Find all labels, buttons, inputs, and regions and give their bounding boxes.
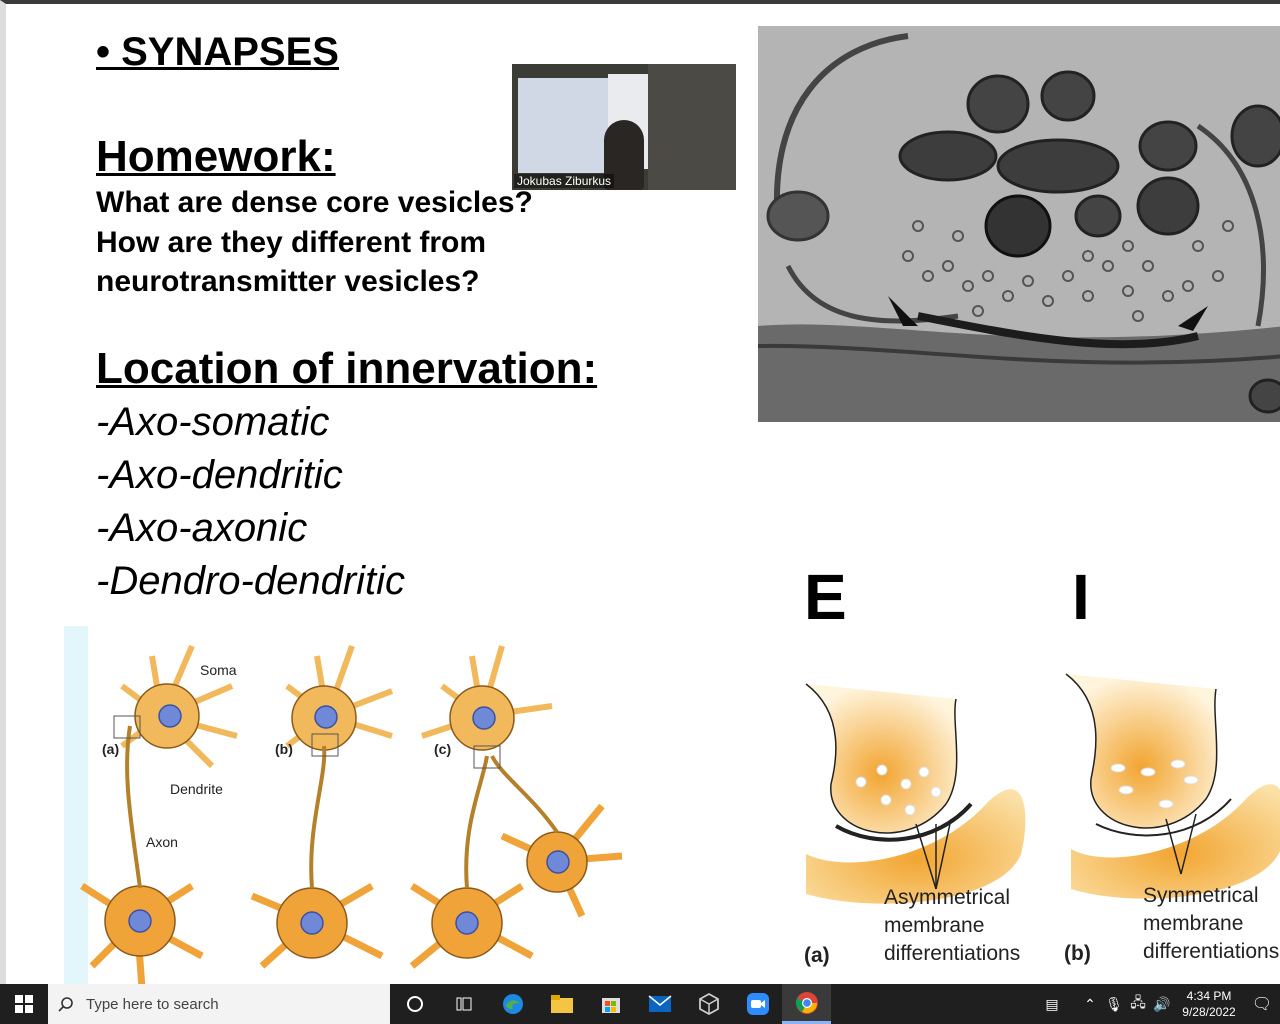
dev-app-button[interactable] <box>684 984 733 1024</box>
windows-icon <box>15 995 33 1013</box>
zoom-icon <box>746 993 769 1015</box>
excitatory-label: E <box>804 561 847 633</box>
axon-label: Axon <box>146 834 178 850</box>
homework-line: neurotransmitter vesicles? <box>96 265 480 298</box>
cube-icon <box>698 993 719 1015</box>
soma-label: Soma <box>200 662 237 678</box>
file-explorer-button[interactable] <box>537 984 586 1024</box>
search-placeholder: Type here to search <box>86 995 219 1013</box>
symmetrical-label-3: differentiations <box>1143 940 1280 963</box>
chrome-icon <box>795 991 818 1014</box>
network-icon[interactable]: 🖧 <box>1130 994 1146 1010</box>
mail-button[interactable] <box>635 984 684 1024</box>
homework-line: What are dense core vesicles? <box>96 186 533 219</box>
location-heading: Location of innervation: <box>96 344 598 393</box>
start-button[interactable] <box>0 984 48 1024</box>
cortana-button[interactable] <box>390 984 439 1024</box>
zoom-button[interactable] <box>733 984 782 1024</box>
store-icon <box>601 998 620 1013</box>
neuron-synapse-figure: Soma Dendrite Axon (a) (b) (c) <box>62 626 642 989</box>
panel-a-label: (a) <box>102 741 120 757</box>
video-wall <box>648 64 736 190</box>
participant-video[interactable]: Jokubas Ziburkus <box>512 64 736 190</box>
notifications-icon[interactable]: 🗨 <box>1251 996 1273 1013</box>
synapse-types-figure: Asymmetrical membrane differentiations (… <box>786 644 1280 984</box>
symmetrical-label-2: membrane <box>1143 912 1244 935</box>
edge-icon <box>502 994 523 1014</box>
speaker-icon[interactable]: 🔊 <box>1153 995 1171 1012</box>
task-view-button[interactable] <box>439 984 488 1024</box>
edge-button[interactable] <box>488 984 537 1024</box>
microphone-icon[interactable]: 🎙 <box>1105 995 1123 1012</box>
chrome-button[interactable] <box>782 984 831 1024</box>
slide-title: • SYNAPSES <box>96 30 339 74</box>
location-item: -Axo-dendritic <box>96 453 343 497</box>
mail-icon <box>648 995 671 1012</box>
synapse-panel-a: (a) <box>804 944 830 967</box>
participant-name: Jokubas Ziburkus <box>514 174 615 188</box>
dendrite-label: Dendrite <box>170 781 223 797</box>
homework-heading: Homework: <box>96 132 336 181</box>
panel-c-label: (c) <box>434 741 452 757</box>
news-widget-icon[interactable]: ▤ <box>1045 995 1059 1012</box>
asymmetrical-label-3: differentiations <box>884 942 1021 965</box>
task-view-icon <box>456 997 471 1011</box>
inhibitory-label: I <box>1072 561 1090 633</box>
location-item: -Axo-axonic <box>96 506 308 550</box>
location-item: -Dendro-dendritic <box>96 559 406 603</box>
presentation-slide: • SYNAPSES Homework: What are dense core… <box>0 0 1280 989</box>
asymmetrical-label-2: membrane <box>884 914 985 937</box>
video-projector-screen <box>518 78 608 173</box>
clock-time: 4:34 PM <box>1186 989 1232 1003</box>
location-item: -Axo-somatic <box>96 400 330 444</box>
clock-date: 9/28/2022 <box>1182 1005 1236 1019</box>
video-speaker <box>604 120 644 190</box>
synapse-panel-b: (b) <box>1064 942 1091 965</box>
system-tray: ▤ ⌃ 🎙 🖧 🔊 4:34 PM 9/28/2022 🗨 <box>1040 984 1280 1024</box>
asymmetrical-label-1: Asymmetrical <box>884 886 1011 909</box>
cortana-circle-icon <box>406 996 423 1012</box>
panel-b-label: (b) <box>275 741 293 757</box>
folder-icon <box>550 995 573 1013</box>
micrograph-drawing <box>758 26 1280 422</box>
symmetrical-label-1: Symmetrical <box>1143 884 1259 907</box>
homework-line: How are they different from <box>96 226 487 259</box>
chevron-up-icon[interactable]: ⌃ <box>1084 995 1096 1012</box>
synapse-drawing <box>805 673 1280 904</box>
neuron-drawing <box>64 626 623 989</box>
store-button[interactable] <box>586 984 635 1024</box>
taskbar: Type here to search ▤ ⌃ 🎙 🖧 🔊 4:34 PM 9/… <box>0 984 1280 1024</box>
clock[interactable]: 4:34 PM 9/28/2022 <box>1174 988 1244 1020</box>
electron-micrograph <box>758 26 1280 422</box>
search-icon <box>58 997 73 1012</box>
taskbar-search-box[interactable]: Type here to search <box>48 984 390 1024</box>
